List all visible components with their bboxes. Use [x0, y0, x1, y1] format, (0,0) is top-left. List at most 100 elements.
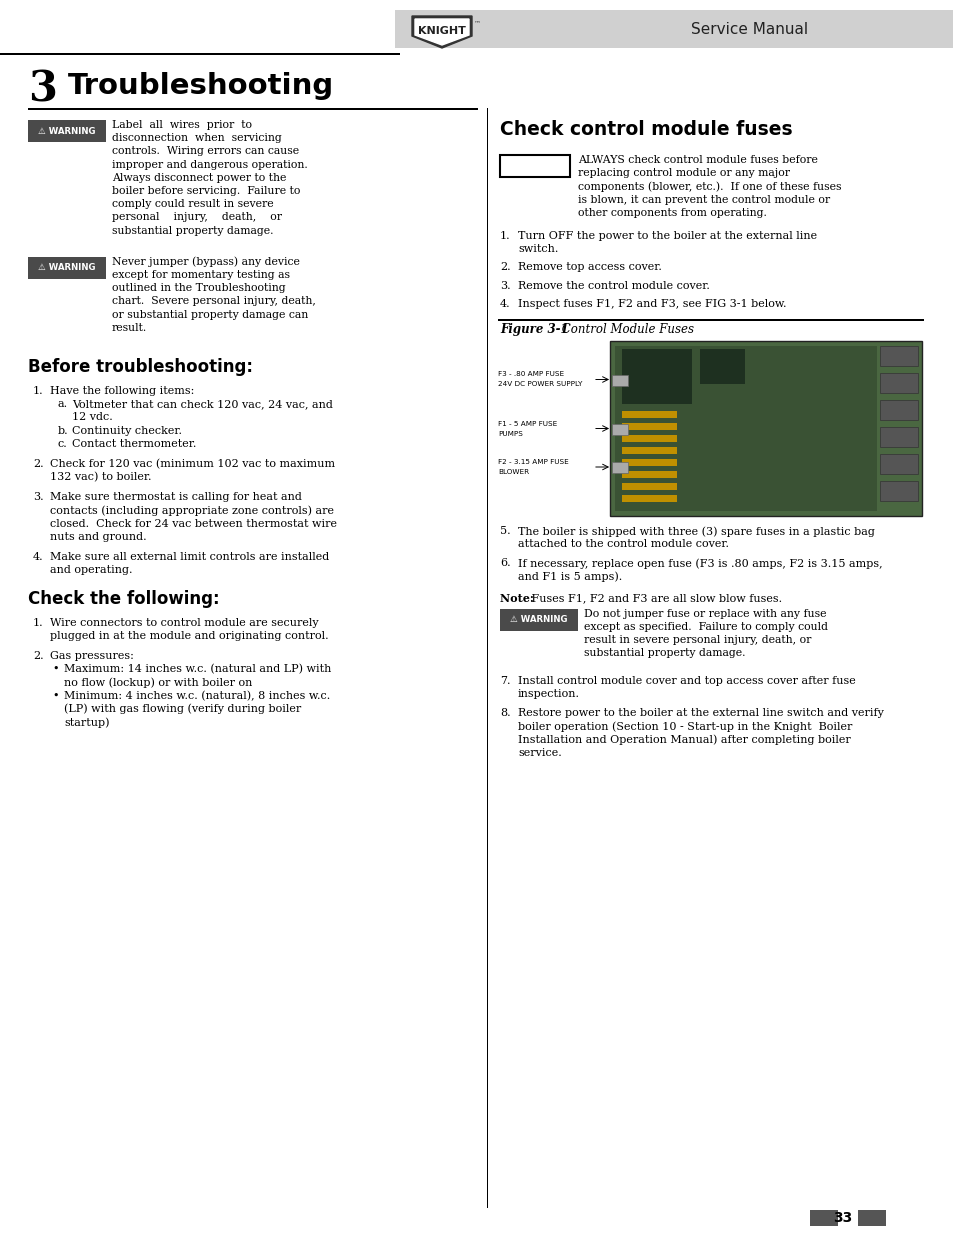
Text: F2 - 3.15 AMP FUSE: F2 - 3.15 AMP FUSE	[497, 459, 568, 466]
Text: Check control module fuses: Check control module fuses	[499, 120, 792, 140]
Text: BLOWER: BLOWER	[497, 469, 529, 475]
Text: Wire connectors to control module are securely: Wire connectors to control module are se…	[50, 618, 318, 627]
Text: •: •	[52, 690, 58, 700]
Text: Check for 120 vac (minimum 102 vac to maximum: Check for 120 vac (minimum 102 vac to ma…	[50, 459, 335, 469]
Bar	[879, 400, 917, 420]
Text: KNIGHT: KNIGHT	[417, 26, 465, 36]
Text: Maximum: 14 inches w.c. (natural and LP) with: Maximum: 14 inches w.c. (natural and LP)…	[64, 664, 331, 674]
Text: 4.: 4.	[33, 552, 44, 562]
Text: 4.: 4.	[499, 299, 510, 309]
Text: 3.: 3.	[499, 280, 510, 290]
Text: inspection.: inspection.	[517, 689, 579, 699]
Text: 1.: 1.	[33, 618, 44, 627]
Text: except as specified.  Failure to comply could: except as specified. Failure to comply c…	[583, 622, 827, 632]
Text: a.: a.	[58, 399, 68, 409]
Text: Service Manual: Service Manual	[691, 21, 808, 37]
Bar	[621, 435, 677, 442]
Text: attached to the control module cover.: attached to the control module cover.	[517, 540, 728, 550]
Text: plugged in at the module and originating control.: plugged in at the module and originating…	[50, 631, 328, 641]
Text: no flow (lockup) or with boiler on: no flow (lockup) or with boiler on	[64, 678, 253, 688]
Text: If necessary, replace open fuse (F3 is .80 amps, F2 is 3.15 amps,: If necessary, replace open fuse (F3 is .…	[517, 558, 882, 569]
Bar	[621, 459, 677, 466]
Text: Minimum: 4 inches w.c. (natural), 8 inches w.c.: Minimum: 4 inches w.c. (natural), 8 inch…	[64, 690, 330, 701]
Text: 2.: 2.	[33, 459, 44, 469]
Text: 5.: 5.	[499, 526, 510, 536]
Text: 3: 3	[28, 68, 57, 110]
Bar	[879, 480, 917, 501]
Bar	[395, 10, 953, 48]
Text: replacing control module or any major: replacing control module or any major	[578, 168, 789, 178]
Text: 24V DC POWER SUPPLY: 24V DC POWER SUPPLY	[497, 382, 581, 388]
Text: boiler operation (Section 10 - Start-up in the Knight  Boiler: boiler operation (Section 10 - Start-up …	[517, 721, 851, 732]
Bar	[609, 341, 921, 516]
Text: Figure 3-1: Figure 3-1	[499, 324, 568, 336]
Text: chart.  Severe personal injury, death,: chart. Severe personal injury, death,	[112, 296, 315, 306]
Text: ⚠ WARNING: ⚠ WARNING	[38, 126, 95, 136]
Text: Gas pressures:: Gas pressures:	[50, 651, 133, 661]
Text: NOTICE: NOTICE	[510, 159, 559, 173]
Text: b.: b.	[58, 426, 69, 436]
Text: result in severe personal injury, death, or: result in severe personal injury, death,…	[583, 635, 810, 645]
Text: Label  all  wires  prior  to: Label all wires prior to	[112, 120, 252, 130]
Text: is blown, it can prevent the control module or: is blown, it can prevent the control mod…	[578, 195, 829, 205]
Text: Continuity checker.: Continuity checker.	[71, 426, 182, 436]
Text: components (blower, etc.).  If one of these fuses: components (blower, etc.). If one of the…	[578, 182, 841, 191]
Text: outlined in the Troubleshooting: outlined in the Troubleshooting	[112, 283, 285, 293]
Text: Make sure all external limit controls are installed: Make sure all external limit controls ar…	[50, 552, 329, 562]
Text: Do not jumper fuse or replace with any fuse: Do not jumper fuse or replace with any f…	[583, 609, 825, 619]
Bar	[879, 346, 917, 366]
Text: substantial property damage.: substantial property damage.	[583, 648, 744, 658]
Text: Control Module Fuses: Control Module Fuses	[558, 324, 693, 336]
Bar	[621, 411, 677, 417]
Text: Note:: Note:	[499, 593, 537, 604]
Text: 33: 33	[833, 1212, 852, 1225]
Text: Turn OFF the power to the boiler at the external line: Turn OFF the power to the boiler at the …	[517, 231, 817, 241]
Bar	[809, 1210, 837, 1226]
Text: other components from operating.: other components from operating.	[578, 207, 766, 217]
Text: F1 - 5 AMP FUSE: F1 - 5 AMP FUSE	[497, 420, 557, 426]
Bar	[612, 424, 627, 435]
Text: closed.  Check for 24 vac between thermostat wire: closed. Check for 24 vac between thermos…	[50, 519, 336, 529]
Text: Check the following:: Check the following:	[28, 589, 219, 608]
Text: (LP) with gas flowing (verify during boiler: (LP) with gas flowing (verify during boi…	[64, 704, 301, 714]
Text: 7.: 7.	[499, 676, 510, 685]
Bar	[700, 350, 744, 384]
Text: Before troubleshooting:: Before troubleshooting:	[28, 358, 253, 375]
Text: except for momentary testing as: except for momentary testing as	[112, 270, 290, 280]
Bar	[28, 257, 106, 279]
Bar	[0, 53, 399, 56]
Bar	[621, 483, 677, 490]
Text: Have the following items:: Have the following items:	[50, 387, 194, 396]
Text: Always disconnect power to the: Always disconnect power to the	[112, 173, 286, 183]
Text: controls.  Wiring errors can cause: controls. Wiring errors can cause	[112, 147, 299, 157]
Text: switch.: switch.	[517, 245, 558, 254]
Bar	[28, 107, 477, 110]
Text: comply could result in severe: comply could result in severe	[112, 199, 274, 209]
Text: ⚠ WARNING: ⚠ WARNING	[38, 263, 95, 272]
Text: PUMPS: PUMPS	[497, 431, 522, 436]
Bar	[857, 1210, 885, 1226]
Text: ALWAYS check control module fuses before: ALWAYS check control module fuses before	[578, 156, 817, 165]
Text: •: •	[52, 664, 58, 674]
Text: Voltmeter that can check 120 vac, 24 vac, and: Voltmeter that can check 120 vac, 24 vac…	[71, 399, 333, 409]
Text: Make sure thermostat is calling for heat and: Make sure thermostat is calling for heat…	[50, 493, 301, 503]
Text: disconnection  when  servicing: disconnection when servicing	[112, 133, 281, 143]
Text: Troubleshooting: Troubleshooting	[68, 72, 334, 100]
Bar	[0, 0, 953, 56]
Text: Install control module cover and top access cover after fuse: Install control module cover and top acc…	[517, 676, 855, 685]
Text: 6.: 6.	[499, 558, 510, 568]
Text: or substantial property damage can: or substantial property damage can	[112, 310, 308, 320]
Bar	[621, 471, 677, 478]
Text: c.: c.	[58, 438, 68, 448]
Text: The boiler is shipped with three (3) spare fuses in a plastic bag: The boiler is shipped with three (3) spa…	[517, 526, 874, 536]
Text: 132 vac) to boiler.: 132 vac) to boiler.	[50, 472, 152, 483]
Text: Remove top access cover.: Remove top access cover.	[517, 262, 661, 273]
Text: ™: ™	[474, 20, 480, 26]
Text: startup): startup)	[64, 718, 110, 727]
Text: Restore power to the boiler at the external line switch and verify: Restore power to the boiler at the exter…	[517, 708, 882, 718]
Polygon shape	[415, 19, 469, 44]
Text: 2.: 2.	[33, 651, 44, 661]
Text: 8.: 8.	[499, 708, 510, 718]
Bar	[621, 350, 691, 404]
Text: nuts and ground.: nuts and ground.	[50, 532, 147, 542]
